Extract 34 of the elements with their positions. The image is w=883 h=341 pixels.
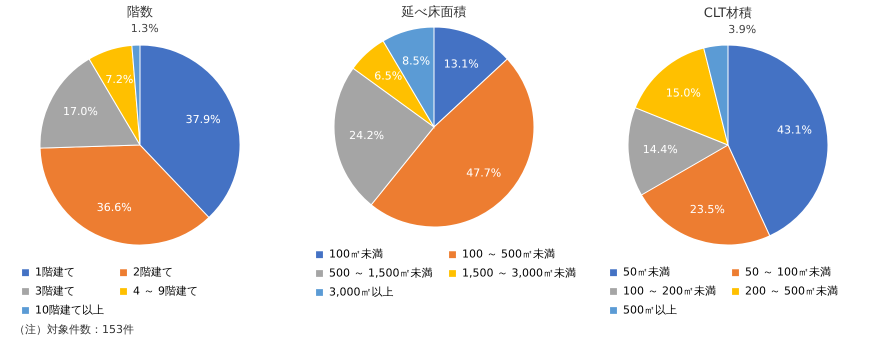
legend-label: 50 ～ 100㎡未満 <box>745 266 831 279</box>
data-label: 36.6% <box>96 200 132 214</box>
legend-label: 500 ～ 1,500㎡未満 <box>329 266 432 280</box>
data-label: 6.5% <box>374 70 402 83</box>
legend-label: 3階建て <box>35 284 75 298</box>
data-label: 17.0% <box>62 105 98 118</box>
legend-label: 50㎡未満 <box>623 266 670 279</box>
chart-title: 階数 <box>127 5 153 20</box>
data-label: 13.1% <box>444 58 479 71</box>
legend-label: 1階建て <box>35 266 75 279</box>
legend-label: 10階建て以上 <box>35 304 104 316</box>
legend-label: 100㎡未満 <box>329 248 383 261</box>
data-label: 37.9% <box>186 112 221 126</box>
data-label: 3.9% <box>728 22 756 36</box>
data-label: 24.2% <box>349 128 384 142</box>
legend-label: 2階建て <box>133 266 173 279</box>
data-label: 8.5% <box>402 54 430 68</box>
chart-title: 延べ床面積 <box>400 5 466 20</box>
legend-label: 100 ～ 500㎡未満 <box>462 248 555 261</box>
data-label: 43.1% <box>776 123 812 136</box>
data-label: 7.2% <box>105 73 134 86</box>
data-label: 1.3% <box>130 22 159 36</box>
legend-label: 500㎡以上 <box>623 304 677 316</box>
text: （注）対象件数：153件 <box>13 322 135 337</box>
chart-title: CLT材積 <box>704 6 752 21</box>
legend-label: 3,000㎡以上 <box>329 286 394 298</box>
data-label: 15.0% <box>666 86 701 100</box>
data-label: 47.7% <box>466 166 502 180</box>
legend-label: 1,500 ～ 3,000㎡未満 <box>462 266 576 280</box>
data-label: 23.5% <box>690 202 725 216</box>
legend-label: 4 ～ 9階建て <box>133 284 198 298</box>
data-label: 14.4% <box>642 142 678 156</box>
legend-label: 100 ～ 200㎡未満 <box>623 284 716 298</box>
legend-label: 200 ～ 500㎡未満 <box>745 284 838 298</box>
